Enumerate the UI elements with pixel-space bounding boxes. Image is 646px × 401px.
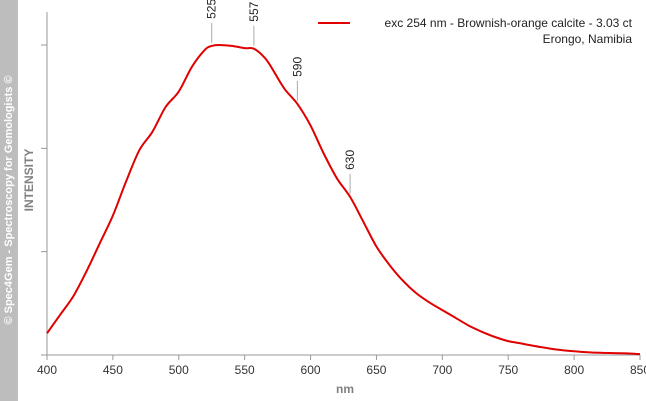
- legend-label-line2: Erongo, Namibia: [543, 32, 633, 46]
- y-axis-ticks: [41, 44, 47, 356]
- x-tick-label: 450: [103, 363, 123, 377]
- x-tick-label: 700: [432, 363, 452, 377]
- axes: [46, 12, 640, 356]
- annotation-label: 590: [290, 57, 304, 77]
- series-group: [46, 43, 641, 356]
- x-tick-label: 600: [301, 363, 321, 377]
- annotation-label: 630: [343, 150, 357, 170]
- x-tick-label: 550: [235, 363, 255, 377]
- x-tick-label: 750: [498, 363, 518, 377]
- y-axis-label: INTENSITY: [22, 149, 36, 212]
- series-line: [46, 43, 641, 356]
- legend: exc 254 nm - Brownish-orange calcite - 3…: [318, 16, 633, 46]
- x-tick-label: 800: [564, 363, 584, 377]
- x-axis-ticks: 400 450 500 550 600 650 700 750 800 850: [37, 355, 646, 377]
- sidebar-strip: © Spec4Gem - Spectroscopy for Gemologist…: [0, 0, 18, 401]
- x-tick-label: 500: [169, 363, 189, 377]
- x-tick-label: 650: [366, 363, 386, 377]
- peak-annotations: 525 557 590 630: [205, 0, 357, 194]
- x-tick-label: 400: [37, 363, 57, 377]
- annotation-label: 557: [247, 1, 261, 21]
- legend-label-line1: exc 254 nm - Brownish-orange calcite - 3…: [385, 16, 633, 30]
- x-axis-label: nm: [336, 382, 354, 396]
- x-tick-label: 850: [630, 363, 646, 377]
- annotation-label: 525: [205, 0, 219, 19]
